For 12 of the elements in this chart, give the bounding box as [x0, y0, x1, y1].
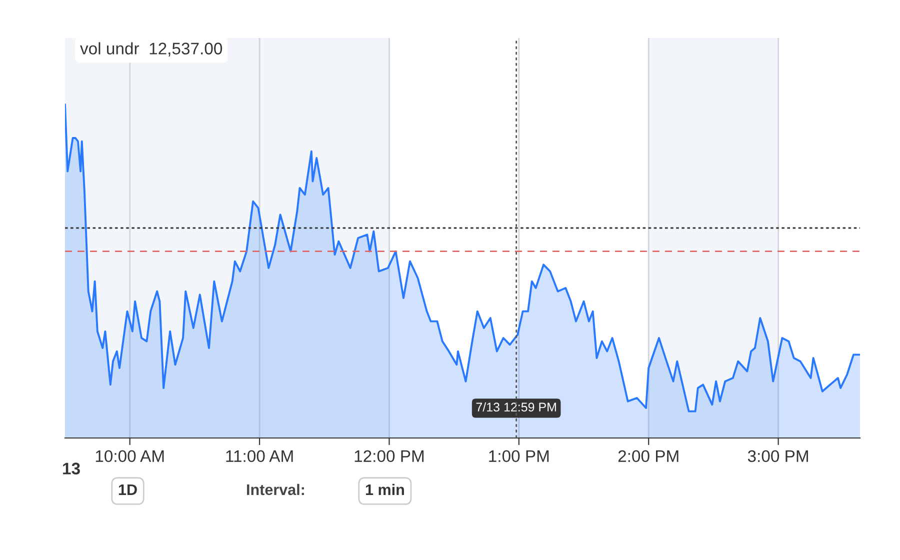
x-tick-label: 2:00 PM: [618, 450, 678, 462]
text: 1 min: [366, 484, 404, 495]
text: vol undr 12,537.00: [80, 42, 222, 56]
text: 13: [63, 462, 80, 474]
x-tick-label: 11:00 AM: [226, 450, 293, 462]
text: 1D: [118, 484, 137, 495]
x-tick-label: 3:00 PM: [748, 450, 808, 462]
text: Interval:: [247, 484, 304, 496]
x-tick-label: 1:00 PM: [489, 450, 549, 462]
x-tick-label: 12:00 PM: [354, 450, 424, 462]
x-tick-label: 10:00 AM: [96, 450, 164, 462]
ref-line-label: 7/13 12:59 PM: [476, 402, 556, 412]
